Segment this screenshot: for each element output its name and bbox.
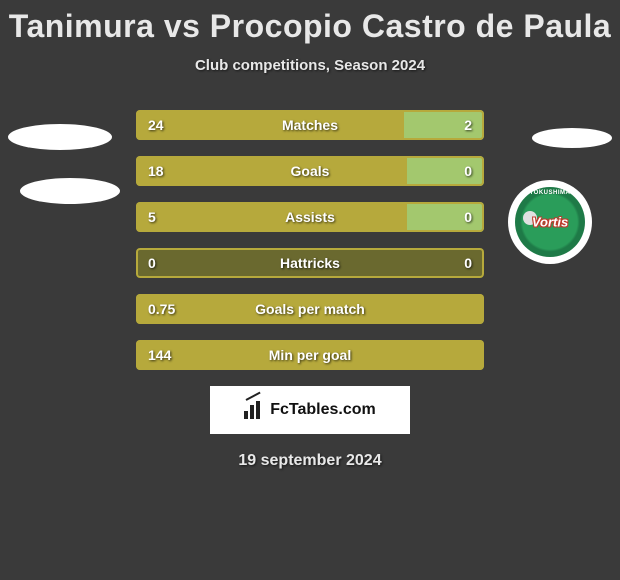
badge-top-text: TOKUSHIMA [515,190,585,196]
stat-value-right: 2 [464,110,472,140]
page-subtitle: Club competitions, Season 2024 [0,57,620,74]
stat-label: Goals [136,156,484,186]
stat-row: 0.75Goals per match [136,294,484,324]
stat-value-right: 0 [464,248,472,278]
date-label: 19 september 2024 [0,452,620,470]
stat-row: 144Min per goal [136,340,484,370]
stat-row: 24Matches2 [136,110,484,140]
stat-value-right: 0 [464,156,472,186]
stats-container: 24Matches218Goals05Assists00Hattricks00.… [136,110,484,370]
fctables-logo-icon [244,401,266,419]
footer-brand: FcTables.com [210,386,410,434]
stat-label: Hattricks [136,248,484,278]
footer-brand-text: FcTables.com [270,401,376,419]
player-right-avatar-placeholder [532,128,612,148]
club-left-logo-placeholder [20,178,120,204]
stat-label: Matches [136,110,484,140]
stat-row: 18Goals0 [136,156,484,186]
stat-label: Assists [136,202,484,232]
stat-label: Goals per match [136,294,484,324]
stat-label: Min per goal [136,340,484,370]
page-title: Tanimura vs Procopio Castro de Paula [0,0,620,45]
stat-row: 5Assists0 [136,202,484,232]
player-left-avatar-placeholder [8,124,112,150]
stat-row: 0Hattricks0 [136,248,484,278]
stat-value-right: 0 [464,202,472,232]
club-right-badge: TOKUSHIMA Vortis [508,180,592,264]
badge-center-text: Vortis [532,215,568,230]
